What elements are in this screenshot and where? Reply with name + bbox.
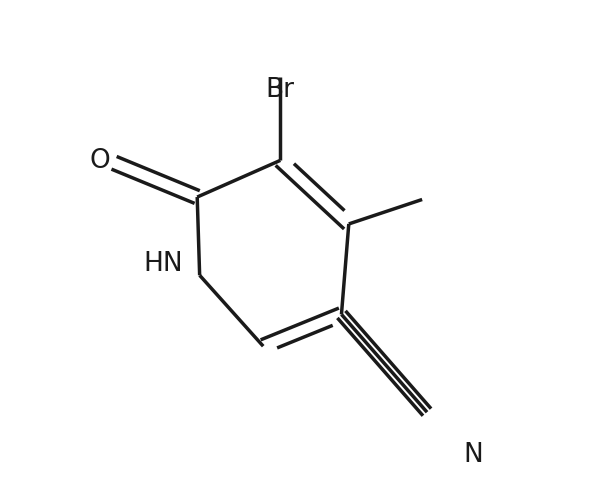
Text: O: O <box>89 148 110 174</box>
Text: HN: HN <box>143 250 183 277</box>
Text: Br: Br <box>266 77 295 103</box>
Text: N: N <box>464 441 483 467</box>
